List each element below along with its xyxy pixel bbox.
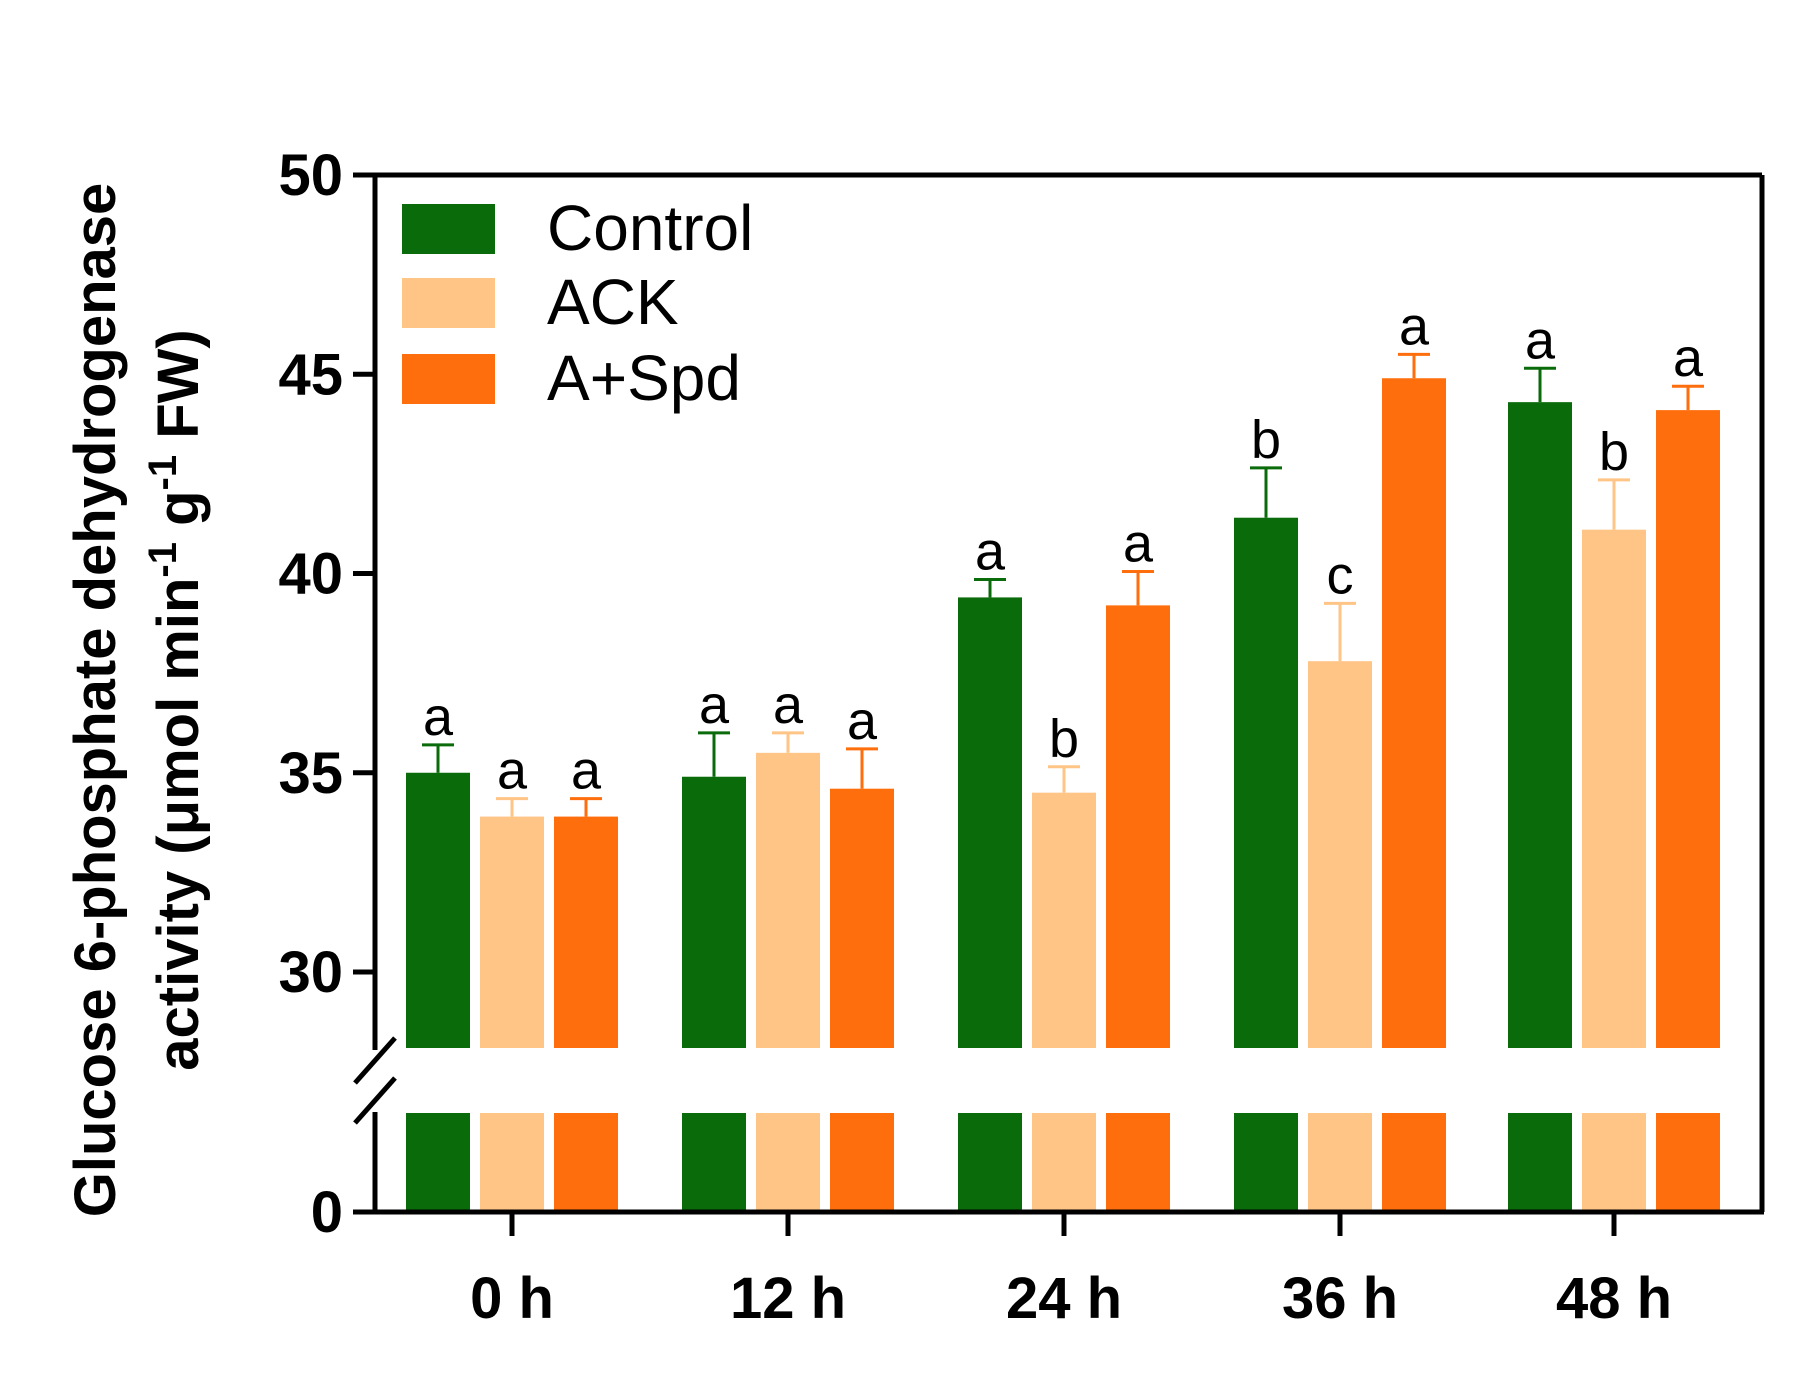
legend-swatch-a-spd bbox=[402, 354, 495, 404]
y-tick-label: 0 bbox=[311, 1180, 343, 1245]
bar-lower-ack-24h bbox=[1032, 1113, 1096, 1212]
significance-letter: b bbox=[1251, 410, 1281, 470]
significance-letter: b bbox=[1049, 709, 1079, 769]
bar-lower-control-12h bbox=[682, 1113, 746, 1212]
bar-ack-36h bbox=[1308, 661, 1372, 1048]
bar-lower-control-48h bbox=[1508, 1113, 1572, 1212]
x-tick-label: 36 h bbox=[1282, 1266, 1398, 1331]
significance-letter: a bbox=[1123, 514, 1154, 574]
error-bars-layer bbox=[422, 352, 1704, 817]
significance-letter: a bbox=[975, 521, 1006, 581]
bar-lower-a-spd-12h bbox=[830, 1113, 894, 1212]
bar-ack-12h bbox=[756, 752, 820, 1048]
bar-ack-48h bbox=[1582, 529, 1646, 1048]
axis-break-gap bbox=[378, 1048, 1759, 1113]
bar-lower-a-spd-24h bbox=[1106, 1113, 1170, 1212]
significance-letter: a bbox=[423, 687, 454, 747]
bar-control-0h bbox=[406, 772, 470, 1048]
axis-break-mark bbox=[353, 1036, 397, 1085]
x-tick-label: 12 h bbox=[730, 1266, 846, 1331]
y-tick-label: 45 bbox=[278, 342, 343, 407]
legend-label: Control bbox=[547, 192, 753, 264]
y-axis-title-line1: Glucose 6-phosphate dehydrogenase bbox=[63, 183, 128, 1218]
significance-letter: a bbox=[497, 741, 528, 801]
legend-swatch-control bbox=[402, 204, 495, 254]
bar-a-spd-48h bbox=[1656, 410, 1720, 1048]
bar-control-36h bbox=[1234, 517, 1298, 1048]
bar-control-12h bbox=[682, 776, 746, 1048]
y-tick-label: 35 bbox=[278, 741, 343, 806]
y-axis-title: Glucose 6-phosphate dehydrogenase activit… bbox=[63, 183, 211, 1218]
axes-layer: 0 30 35 40 45 50 0 h 12 h 24 h 36 h 48 h bbox=[278, 143, 1765, 1331]
bar-lower-control-0h bbox=[406, 1113, 470, 1212]
significance-letter: a bbox=[699, 675, 730, 735]
y-axis-title-group: Glucose 6-phosphate dehydrogenase activit… bbox=[63, 183, 211, 1218]
bar-a-spd-12h bbox=[830, 788, 894, 1048]
bar-lower-control-24h bbox=[958, 1113, 1022, 1212]
bar-lower-a-spd-48h bbox=[1656, 1113, 1720, 1212]
legend-swatch-ack bbox=[402, 278, 495, 328]
legend-label: ACK bbox=[547, 266, 679, 338]
bar-lower-a-spd-36h bbox=[1382, 1113, 1446, 1212]
bar-lower-a-spd-0h bbox=[554, 1113, 618, 1212]
axis-break-mark bbox=[353, 1076, 397, 1125]
x-tick-label: 48 h bbox=[1556, 1266, 1672, 1331]
significance-letter: a bbox=[571, 741, 602, 801]
bar-lower-ack-12h bbox=[756, 1113, 820, 1212]
bar-a-spd-36h bbox=[1382, 378, 1446, 1048]
legend-label: A+Spd bbox=[547, 342, 741, 414]
bar-ack-0h bbox=[480, 816, 544, 1048]
bar-lower-ack-48h bbox=[1582, 1113, 1646, 1212]
y-axis-title-line2: activity (μmol min-1 g-1 FW) bbox=[141, 329, 211, 1070]
bars-layer bbox=[378, 378, 1759, 1212]
significance-letter: a bbox=[1399, 296, 1430, 356]
y-tick-label: 40 bbox=[278, 542, 343, 607]
significance-letter: c bbox=[1327, 545, 1354, 605]
bar-lower-ack-36h bbox=[1308, 1113, 1372, 1212]
bar-ack-24h bbox=[1032, 792, 1096, 1048]
bar-control-48h bbox=[1508, 402, 1572, 1048]
x-tick-label: 24 h bbox=[1006, 1266, 1122, 1331]
significance-letter: b bbox=[1599, 422, 1629, 482]
x-tick-label: 0 h bbox=[470, 1266, 554, 1331]
bar-lower-ack-0h bbox=[480, 1113, 544, 1212]
significance-letter: a bbox=[847, 691, 878, 751]
significance-letter: a bbox=[1673, 328, 1704, 388]
y-tick-label: 50 bbox=[278, 143, 343, 208]
significance-letter: a bbox=[1525, 310, 1556, 370]
bar-a-spd-24h bbox=[1106, 605, 1170, 1048]
y-tick-label: 30 bbox=[278, 940, 343, 1005]
bar-lower-control-36h bbox=[1234, 1113, 1298, 1212]
bar-control-24h bbox=[958, 597, 1022, 1048]
bar-a-spd-0h bbox=[554, 816, 618, 1048]
significance-letter: a bbox=[773, 675, 804, 735]
